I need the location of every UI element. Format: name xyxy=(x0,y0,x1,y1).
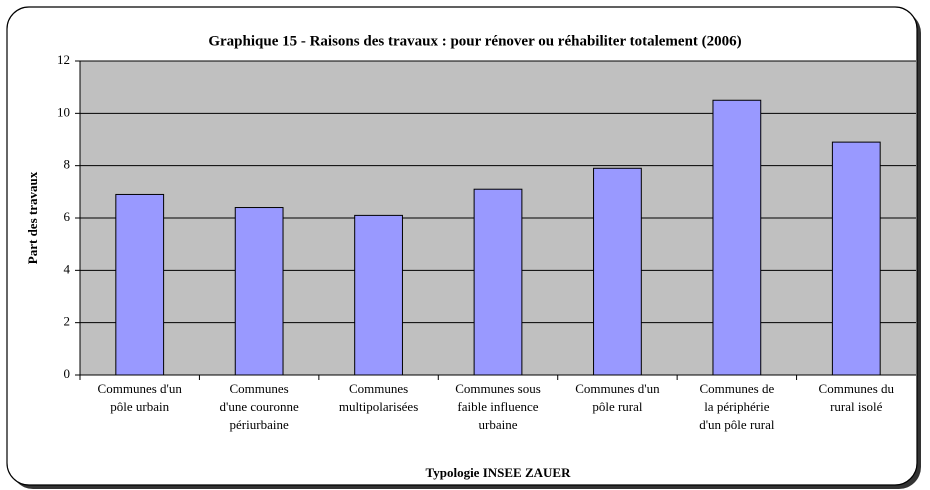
chart-title: Graphique 15 - Raisons des travaux : pou… xyxy=(208,33,741,49)
bar xyxy=(593,167,642,376)
y-tick-label: 12 xyxy=(57,52,70,67)
y-tick-label: 0 xyxy=(64,366,71,381)
bar xyxy=(234,207,284,376)
x-tick-label: Communes sous faible influence urbaine xyxy=(455,381,541,432)
y-tick-label: 4 xyxy=(64,261,71,276)
x-tick-label: Communes multipolarisées xyxy=(338,381,419,414)
bar xyxy=(831,141,881,376)
y-tick-label: 6 xyxy=(64,209,71,224)
x-tick-label: Communes du rural isolé xyxy=(818,381,895,414)
x-axis-label: Typologie INSEE ZAUER xyxy=(426,465,572,480)
y-tick-label: 8 xyxy=(64,157,71,172)
x-tick-label: Communes d'une couronne périurbaine xyxy=(219,381,299,432)
y-axis-label: Part des travaux xyxy=(25,171,40,264)
bar xyxy=(115,193,165,376)
bar xyxy=(712,99,762,376)
bar xyxy=(354,214,403,376)
x-tick-label: Communes de la périphérie d'un pôle rura… xyxy=(699,381,775,432)
bar xyxy=(473,188,523,376)
x-tick-label: Communes d'un pôle rural xyxy=(575,381,660,414)
x-tick-label: Communes d'un pôle urbain xyxy=(97,381,182,414)
y-tick-label: 10 xyxy=(57,104,70,119)
y-tick-label: 2 xyxy=(64,314,71,329)
